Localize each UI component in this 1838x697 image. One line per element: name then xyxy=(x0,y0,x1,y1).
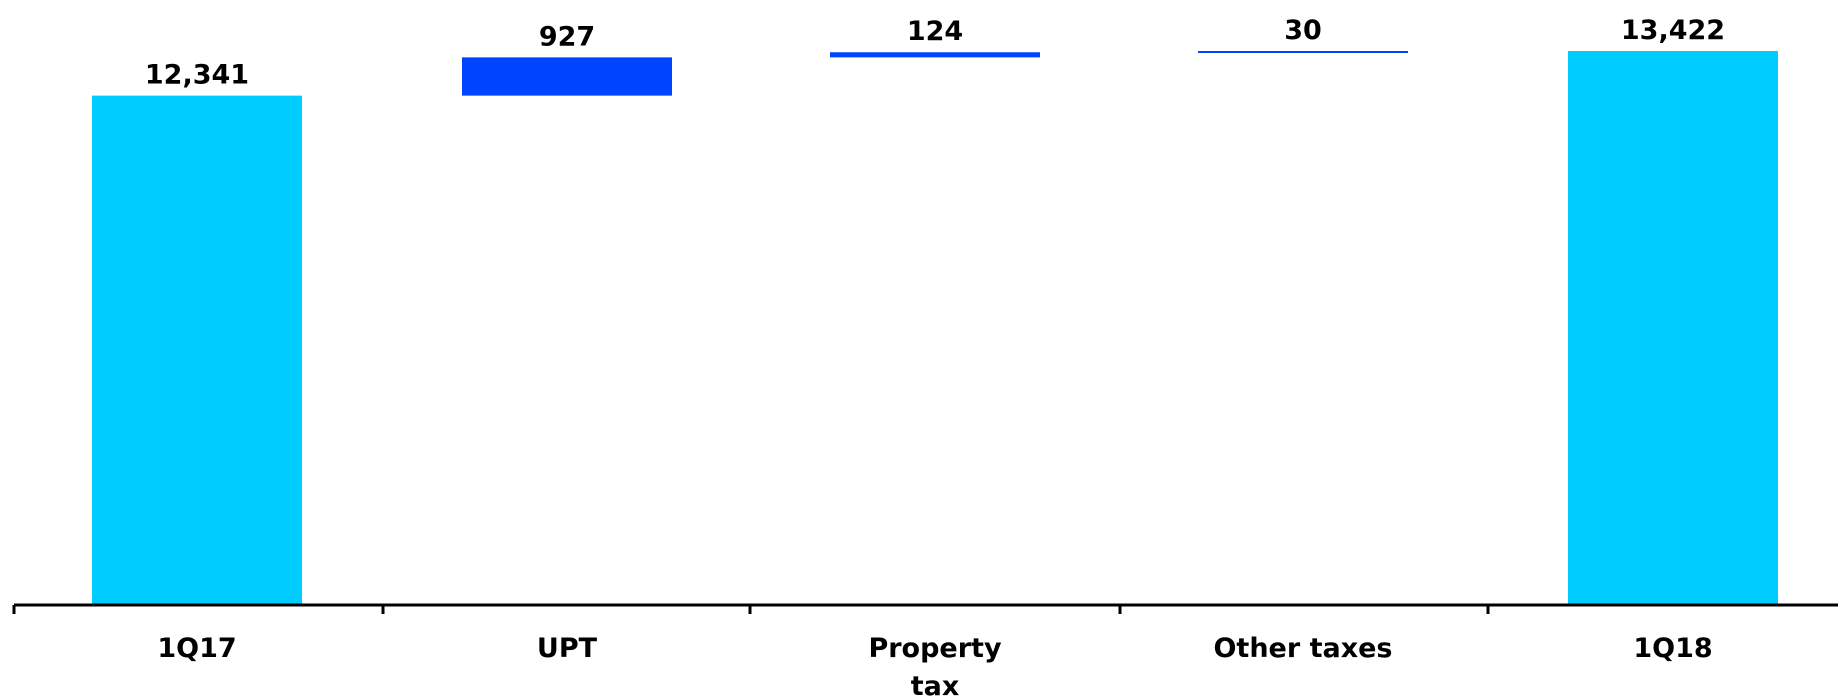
bar-1q17 xyxy=(92,95,302,605)
value-label-upt: 927 xyxy=(539,21,595,52)
value-label-1q17: 12,341 xyxy=(145,60,249,91)
value-labels-group: 12,341 927 124 30 13,422 xyxy=(145,15,1725,91)
category-label-property-tax: Property tax xyxy=(868,633,1002,697)
x-axis-ticks xyxy=(12,605,1490,614)
category-label-1q17: 1Q17 xyxy=(157,633,236,664)
category-label-other-taxes: Other taxes xyxy=(1213,633,1392,664)
bar-other-taxes xyxy=(1198,51,1408,53)
value-label-1q18: 13,422 xyxy=(1621,15,1725,46)
bars-group xyxy=(92,51,1778,605)
category-label-1q18: 1Q18 xyxy=(1633,633,1712,664)
value-label-other-taxes: 30 xyxy=(1284,15,1322,46)
category-label-upt: UPT xyxy=(537,633,598,664)
bar-1q18 xyxy=(1568,51,1778,605)
category-labels-group: 1Q17 UPT Property tax Other taxes 1Q18 xyxy=(157,633,1712,697)
bar-upt xyxy=(462,57,672,96)
bar-property-tax xyxy=(830,52,1040,58)
value-label-property-tax: 124 xyxy=(907,16,963,47)
